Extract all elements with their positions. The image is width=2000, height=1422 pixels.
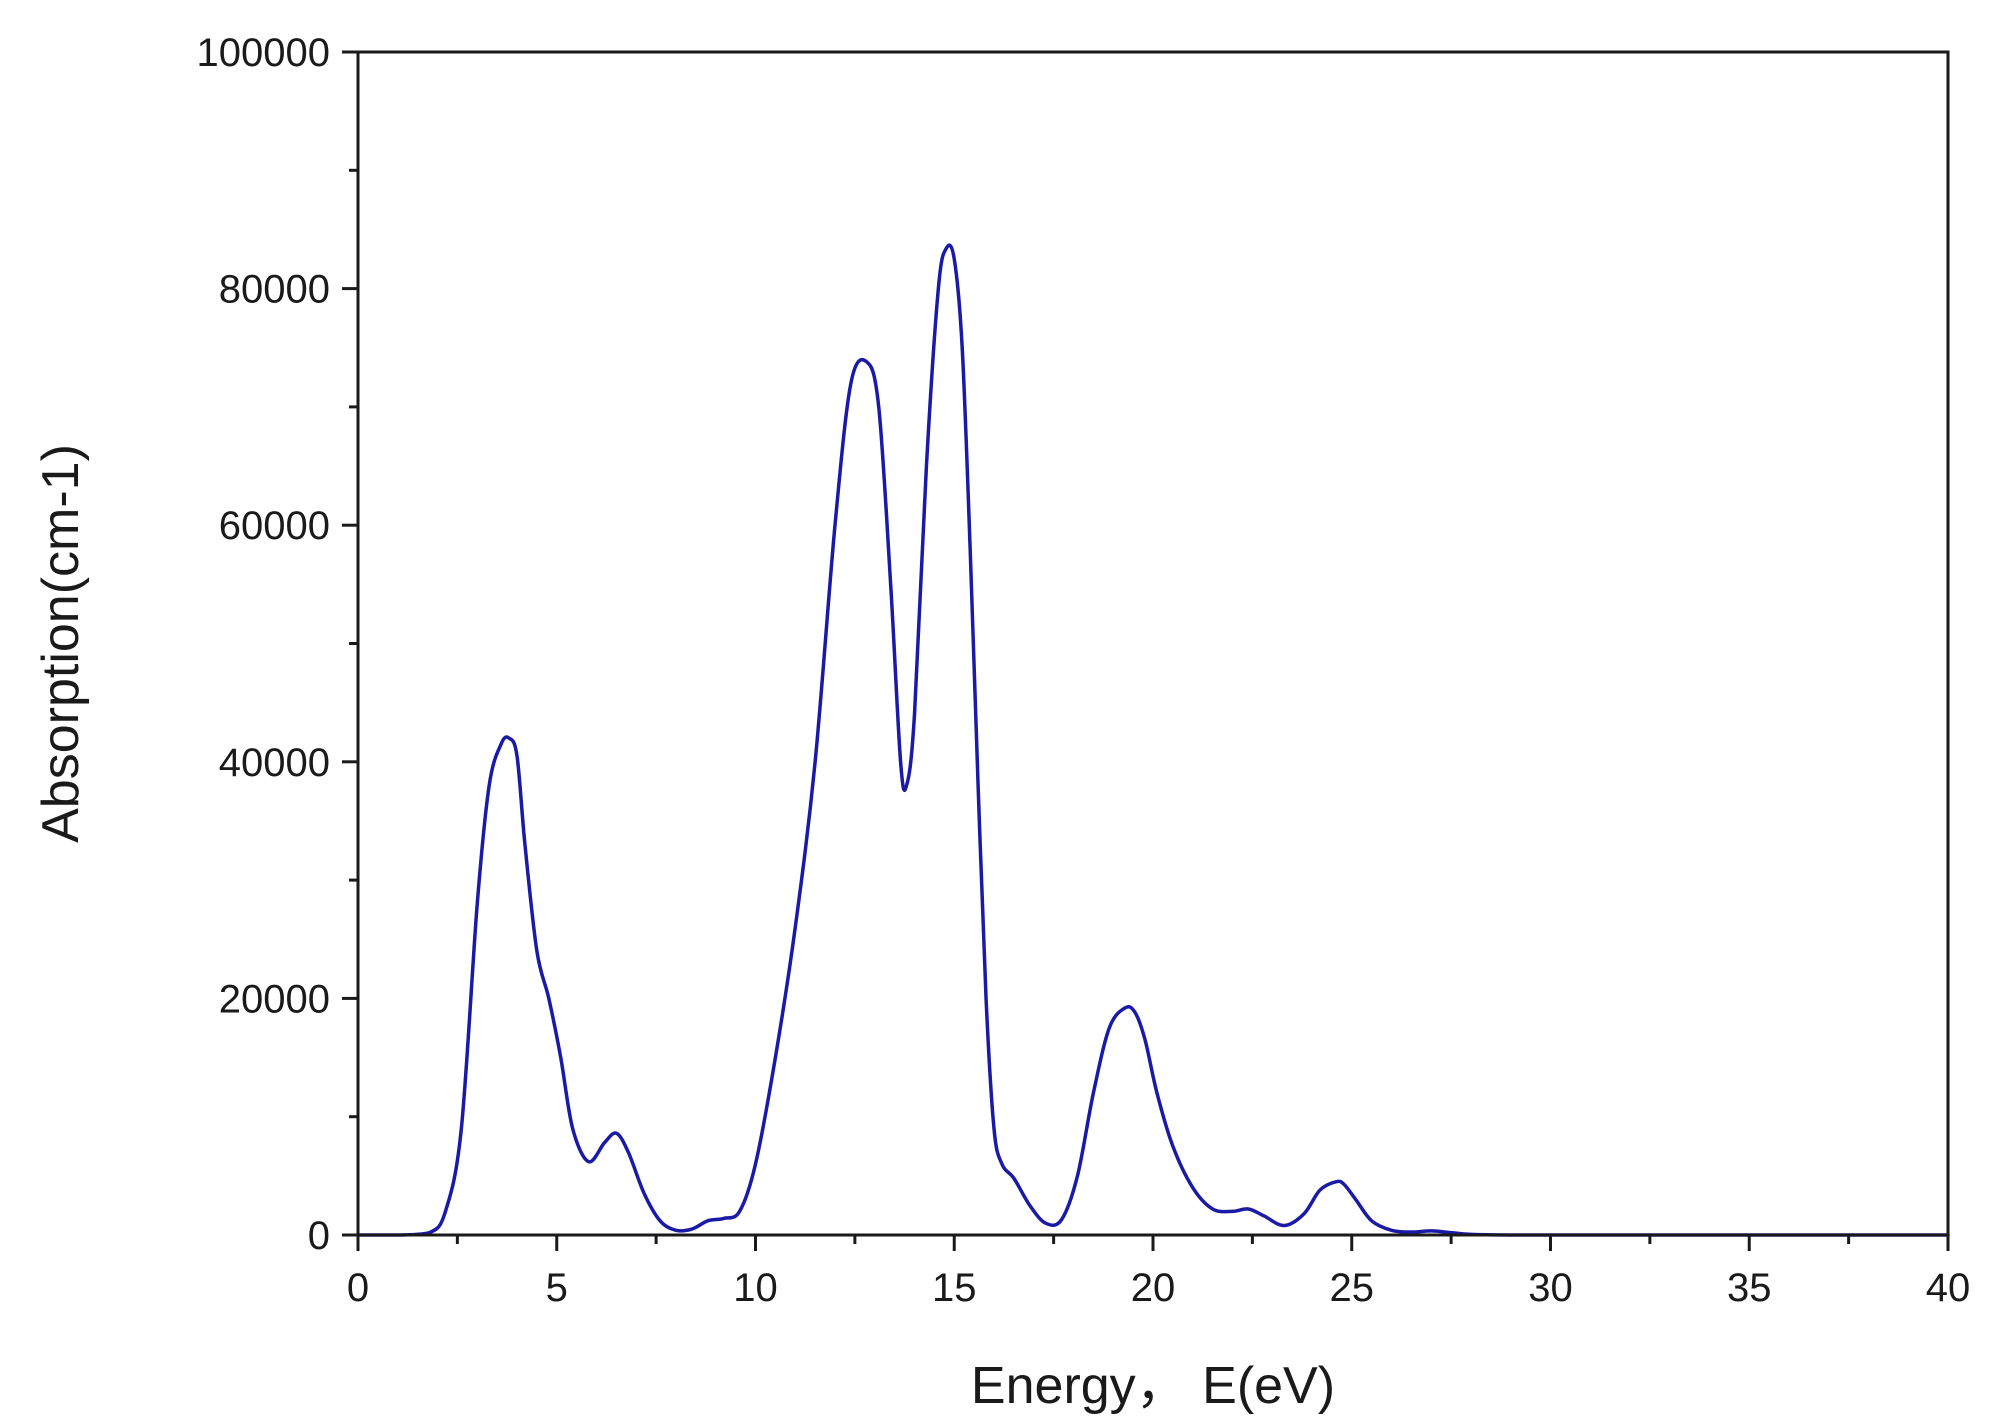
x-tick-label: 5 [546,1266,568,1310]
y-tick-label: 40000 [219,741,330,785]
x-tick-label: 35 [1727,1266,1772,1310]
y-tick-label: 20000 [219,977,330,1021]
y-axis-title: Absorption(cm-1) [32,444,90,843]
x-tick-label: 0 [347,1266,369,1310]
y-tick-label: 100000 [197,31,330,75]
x-tick-label: 30 [1528,1266,1573,1310]
absorption-series-line [356,243,1950,1237]
x-tick-label: 20 [1131,1266,1176,1310]
plot-frame [356,50,1950,1237]
x-axis-title: Energy， E(eV) [971,1357,1335,1415]
y-tick-label: 0 [308,1214,330,1258]
x-tick-label: 40 [1926,1266,1971,1310]
x-tick-label: 25 [1330,1266,1375,1310]
x-tick-label: 15 [932,1266,977,1310]
y-tick-label: 80000 [219,268,330,312]
x-tick-label: 10 [733,1266,778,1310]
y-tick-label: 60000 [219,504,330,548]
axis-ticks [342,50,1950,1251]
tick-labels: 0 5 10 15 20 25 30 35 40 0 20000 40000 60000 80000 100… [197,31,1971,1310]
